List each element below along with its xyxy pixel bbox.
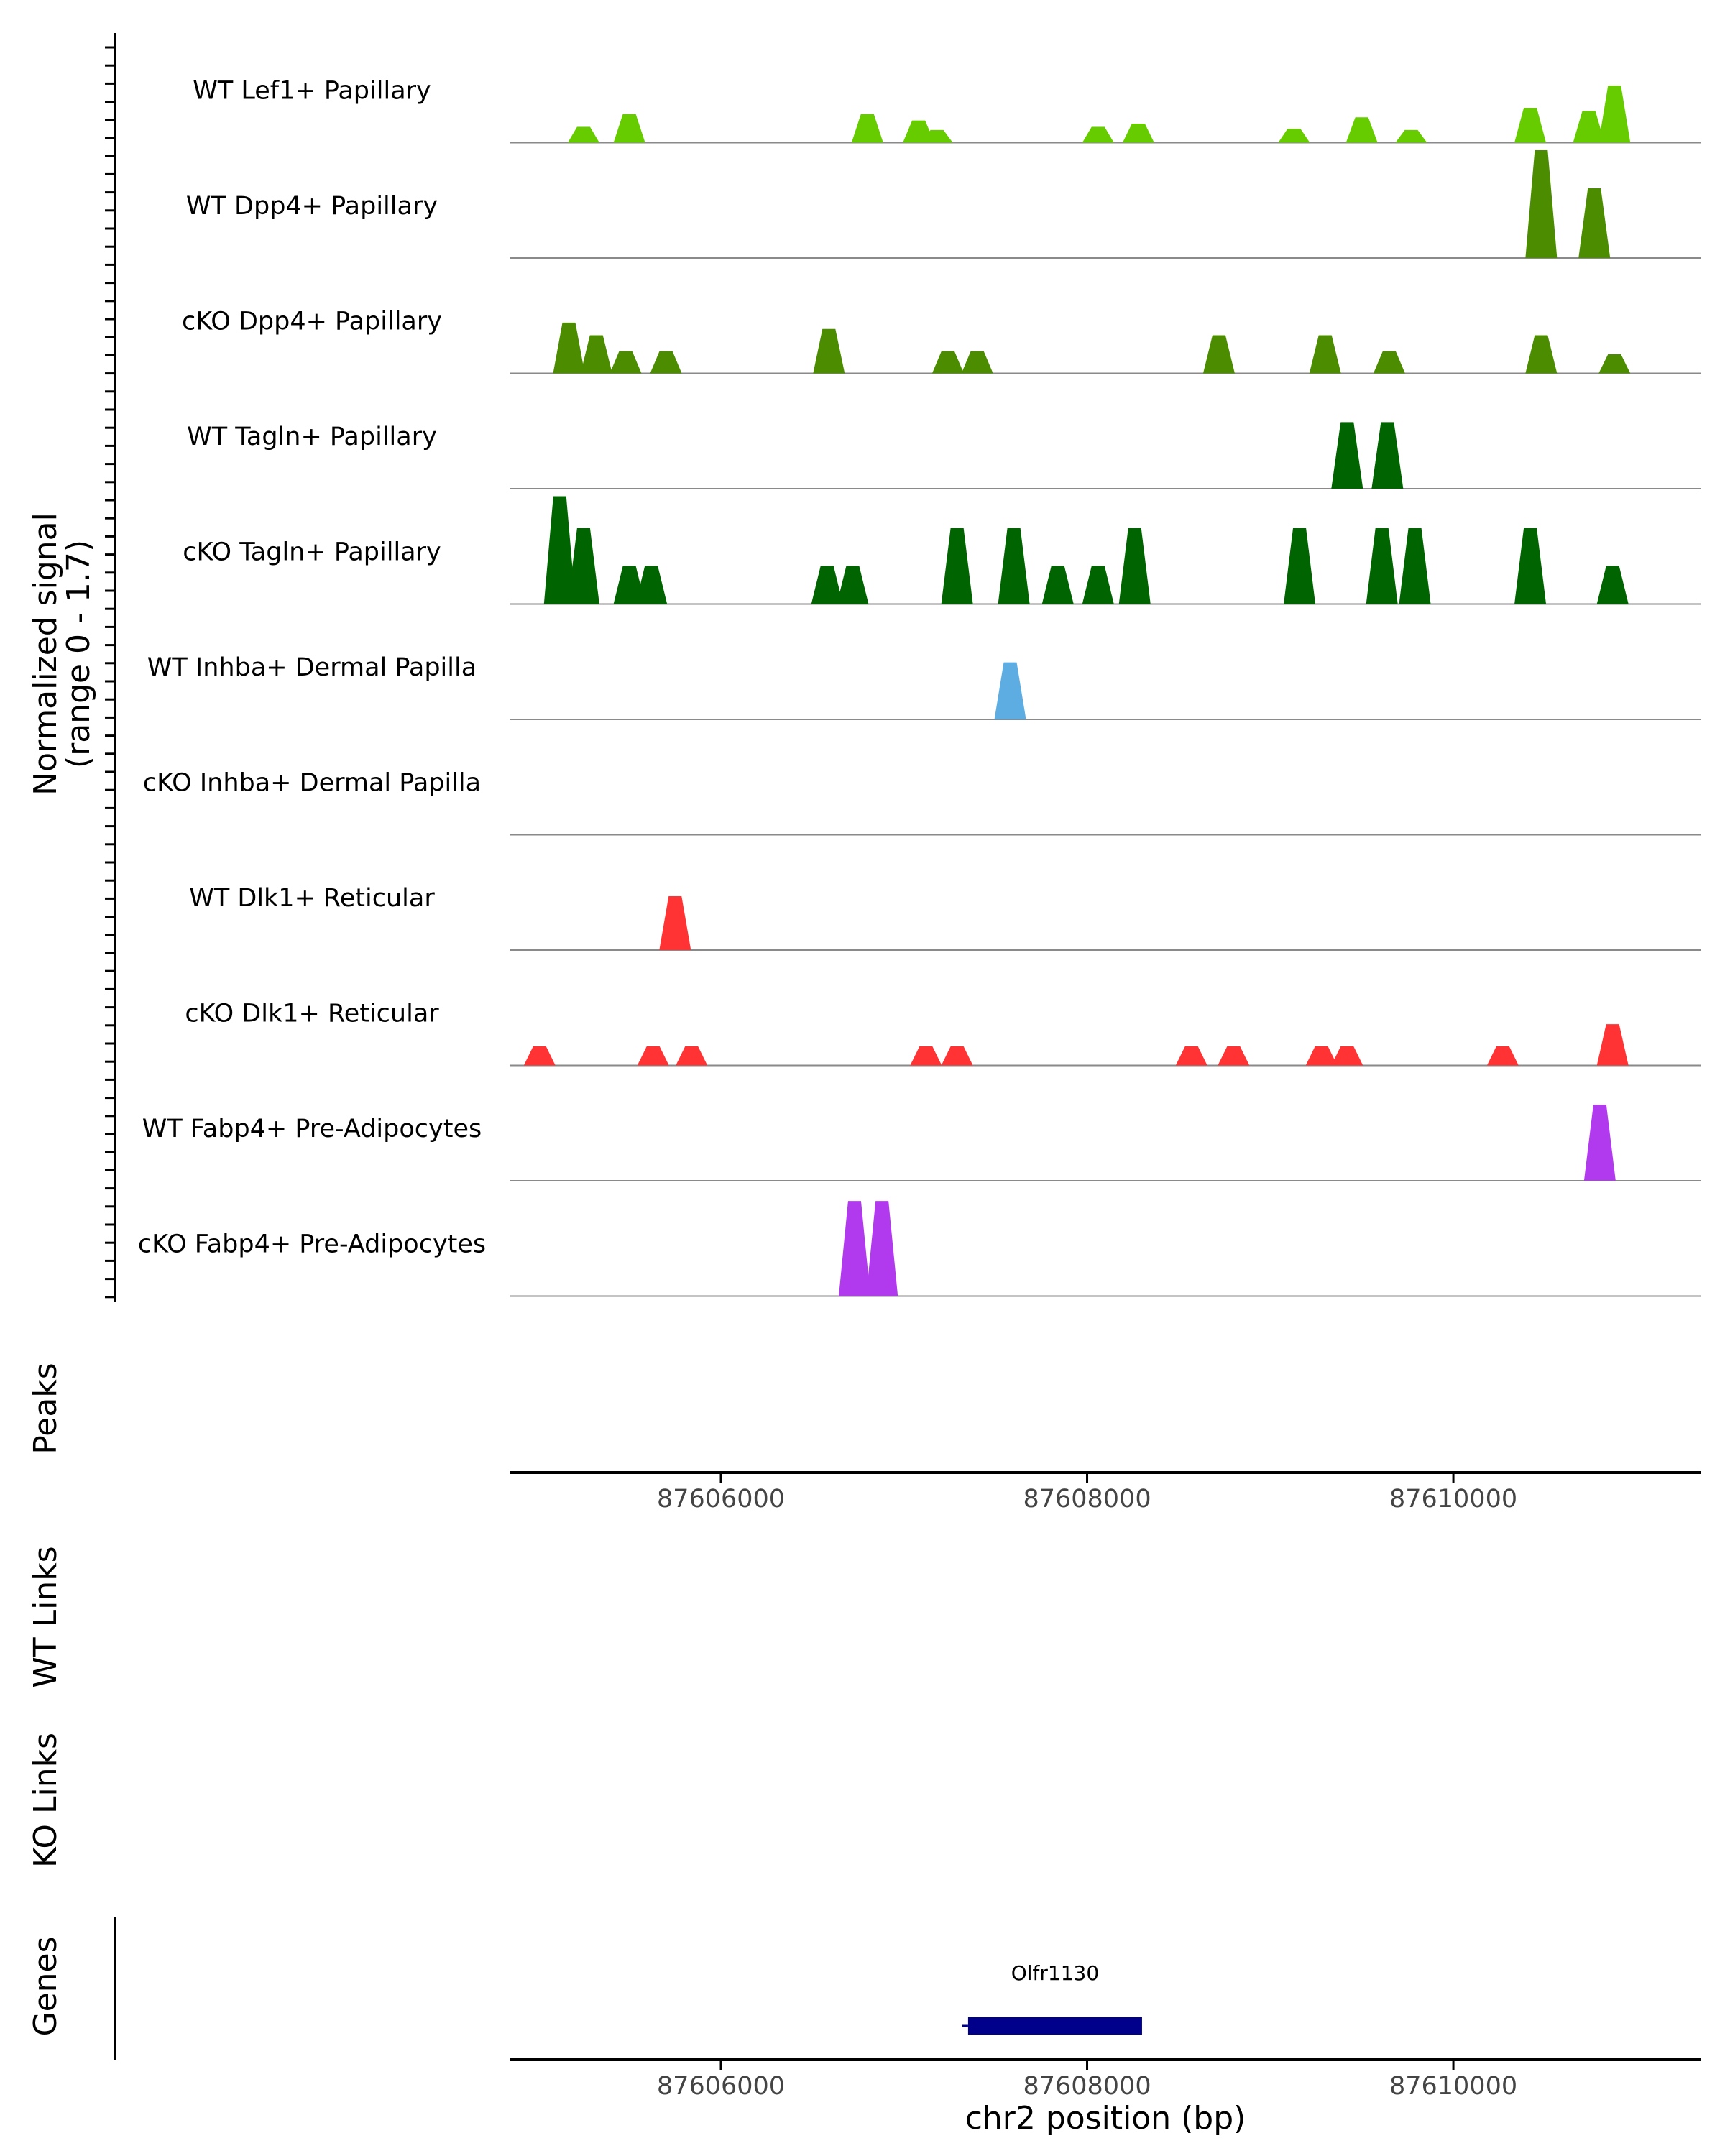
- track-label: WT Dlk1+ Reticular: [189, 884, 435, 913]
- gene-annotations: Olfr1130: [962, 1961, 1142, 2035]
- track-label: cKO Fabp4+ Pre-Adipocytes: [138, 1230, 486, 1259]
- wt-links-label: WT Links: [27, 1546, 64, 1687]
- genes-x-ticks: 87606000 87608000 87610000: [657, 2060, 1517, 2101]
- signal-peak: [1366, 528, 1398, 604]
- signal-peak: [961, 351, 993, 374]
- signal-peak: [1371, 422, 1404, 489]
- signal-peak: [523, 1046, 556, 1066]
- genes-panel-label: Genes: [27, 1936, 64, 2036]
- track-label: cKO Tagln+ Papillary: [183, 538, 441, 567]
- signal-peak: [567, 126, 599, 143]
- signal-peak: [543, 496, 576, 604]
- track-label: WT Lef1+ Papillary: [193, 77, 431, 106]
- signal-peak: [994, 662, 1026, 719]
- signal-peak: [932, 351, 964, 374]
- signal-peak: [610, 351, 642, 374]
- signal-peak: [1395, 129, 1427, 143]
- signal-peak: [1118, 528, 1151, 604]
- signal-peak: [650, 351, 682, 374]
- signal-y-ticks: [105, 46, 115, 1299]
- signal-peak: [1514, 107, 1547, 143]
- signal-peak: [1598, 354, 1631, 374]
- signal-peak: [1573, 111, 1605, 143]
- track-label: WT Fabp4+ Pre-Adipocytes: [142, 1115, 482, 1143]
- signal-peak: [1399, 528, 1431, 604]
- signal-peak: [580, 335, 612, 374]
- signal-peak: [1082, 566, 1114, 604]
- signal-peak: [1486, 1046, 1519, 1066]
- signal-peak: [1578, 188, 1611, 258]
- signal-peak: [613, 114, 645, 143]
- signal-peak: [1331, 422, 1363, 489]
- signal-peak: [998, 528, 1030, 604]
- signal-peak: [941, 1046, 973, 1066]
- signal-peak: [811, 566, 843, 604]
- x-axis-title: chr2 position (bp): [965, 2100, 1246, 2137]
- signal-peak: [567, 528, 599, 604]
- x-tick-label: 87610000: [1389, 1485, 1517, 1514]
- signal-peak: [1514, 528, 1547, 604]
- signal-peak: [1309, 335, 1341, 374]
- signal-peak: [659, 896, 691, 950]
- signal-peak: [838, 1201, 870, 1296]
- signal-peak: [635, 566, 668, 604]
- signal-peak: [1122, 124, 1154, 143]
- signal-peak: [1525, 150, 1558, 258]
- signal-peak: [553, 322, 585, 374]
- ko-links-label: KO Links: [27, 1733, 64, 1868]
- signal-peak: [676, 1046, 708, 1066]
- signal-peak: [1218, 1046, 1250, 1066]
- signal-peak: [866, 1201, 898, 1296]
- track-label: WT Dpp4+ Papillary: [186, 192, 438, 221]
- signal-peak: [851, 114, 883, 143]
- signal-peak: [1346, 117, 1378, 143]
- x-tick-label: 87610000: [1389, 2072, 1517, 2101]
- signal-peak: [941, 528, 973, 604]
- track-label: cKO Inhba+ Dermal Papilla: [143, 769, 481, 798]
- track-label: WT Inhba+ Dermal Papilla: [147, 653, 477, 682]
- signal-peak: [637, 1046, 669, 1066]
- gene-body: [967, 2017, 1142, 2035]
- x-tick-label: 87606000: [657, 2072, 785, 2101]
- signal-peak: [813, 328, 845, 374]
- track-label: WT Tagln+ Papillary: [187, 423, 437, 451]
- track-label: cKO Dpp4+ Papillary: [182, 308, 442, 336]
- x-tick-label: 87606000: [657, 1485, 785, 1514]
- gene-label: Olfr1130: [1011, 1961, 1099, 1985]
- signal-peak: [1305, 1046, 1338, 1066]
- peaks-panel-label: Peaks: [27, 1363, 64, 1454]
- track-label: cKO Dlk1+ Reticular: [185, 1000, 439, 1028]
- signal-peak: [1598, 86, 1631, 143]
- signal-peak: [1583, 1105, 1616, 1181]
- y-axis-title: Normalized signal: [27, 512, 64, 796]
- signal-tracks: WT Lef1+ Papillary WT Dpp4+ Papillary cKO …: [138, 77, 1701, 1297]
- signal-peak: [613, 566, 645, 604]
- signal-peak: [1331, 1046, 1363, 1066]
- signal-peak: [1041, 566, 1074, 604]
- signal-peak: [910, 1046, 942, 1066]
- signal-peak: [1596, 1024, 1629, 1066]
- x-tick-label: 87608000: [1023, 1485, 1151, 1514]
- signal-peak: [1278, 129, 1310, 143]
- peaks-x-ticks: 87606000 87608000 87610000: [657, 1473, 1517, 1514]
- signal-peak: [1596, 566, 1629, 604]
- signal-peak: [1284, 528, 1316, 604]
- signal-peak: [1175, 1046, 1208, 1066]
- signal-peak: [1525, 335, 1558, 374]
- signal-peak: [1373, 351, 1405, 374]
- signal-peak: [837, 566, 869, 604]
- y-axis-subtitle: (range 0 - 1.7): [60, 540, 97, 768]
- signal-peak: [921, 129, 953, 143]
- signal-peak: [1082, 126, 1114, 143]
- x-tick-label: 87608000: [1023, 2072, 1151, 2101]
- signal-peak: [1202, 335, 1235, 374]
